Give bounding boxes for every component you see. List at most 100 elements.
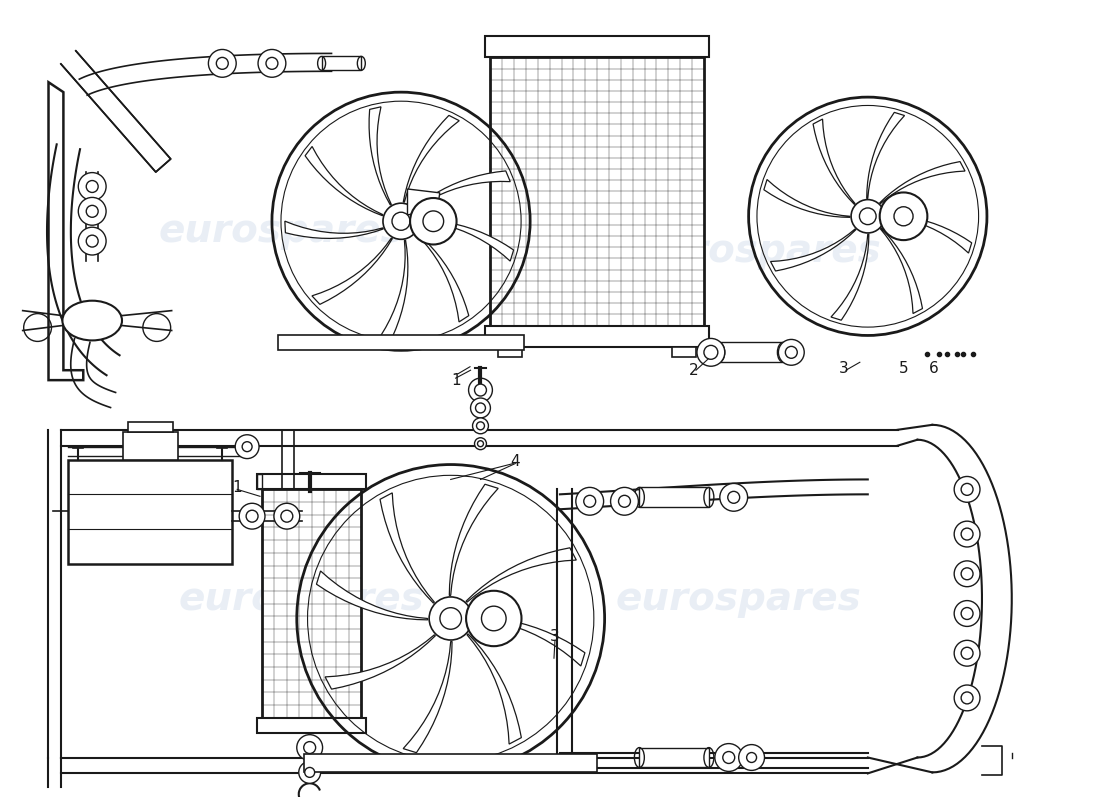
Bar [262,490,361,718]
Bar [498,347,522,358]
Circle shape [697,338,725,366]
Polygon shape [474,617,585,666]
Circle shape [961,647,974,659]
Circle shape [392,212,410,230]
Circle shape [410,198,456,245]
Circle shape [584,495,596,507]
Polygon shape [420,220,514,261]
Circle shape [961,607,974,619]
Circle shape [471,398,491,418]
Polygon shape [867,112,904,198]
Bar [305,754,597,772]
Text: 3: 3 [550,629,560,644]
Ellipse shape [63,301,122,341]
Text: 1: 1 [232,480,242,495]
Text: eurospares: eurospares [636,232,881,270]
Circle shape [473,418,488,434]
Circle shape [610,487,638,515]
Bar [639,747,708,767]
Circle shape [859,208,876,225]
Circle shape [723,751,735,763]
Bar [485,326,708,347]
Polygon shape [404,115,459,202]
Circle shape [239,503,265,529]
Polygon shape [449,484,498,595]
Circle shape [242,442,252,452]
Circle shape [954,521,980,547]
Text: 1: 1 [451,373,461,388]
Polygon shape [830,234,869,320]
Circle shape [305,767,315,778]
Circle shape [299,762,320,783]
Polygon shape [305,146,383,216]
Bar [639,487,708,507]
Polygon shape [466,548,576,602]
Bar [321,57,361,70]
Bar [257,474,262,490]
Bar [123,432,177,459]
Circle shape [304,742,316,754]
Circle shape [715,743,742,771]
Text: eurospares: eurospares [179,580,425,618]
Circle shape [86,181,98,193]
Circle shape [258,50,286,78]
Polygon shape [326,634,436,689]
Polygon shape [886,215,971,253]
Circle shape [474,384,486,396]
Polygon shape [763,179,850,218]
Circle shape [477,441,484,446]
Bar [278,335,524,350]
Text: 4: 4 [510,454,520,469]
Circle shape [440,608,462,630]
Text: 2: 2 [690,362,698,378]
Circle shape [235,434,258,458]
Circle shape [78,173,106,200]
Bar [672,347,696,358]
Circle shape [280,510,293,522]
Circle shape [429,597,472,640]
Circle shape [208,50,236,78]
Circle shape [961,568,974,580]
Circle shape [747,753,757,762]
Circle shape [739,745,764,770]
Circle shape [880,193,927,240]
Bar [68,459,232,564]
Polygon shape [381,240,408,337]
Circle shape [785,346,798,358]
Circle shape [779,339,804,366]
Circle shape [78,198,106,226]
Bar [128,422,173,432]
Circle shape [954,640,980,666]
Circle shape [575,487,604,515]
Circle shape [78,227,106,255]
Polygon shape [407,189,440,214]
Circle shape [383,203,419,239]
Polygon shape [370,107,392,205]
Circle shape [297,734,322,761]
Circle shape [469,378,493,402]
Circle shape [475,403,485,413]
Circle shape [851,200,884,233]
Circle shape [246,510,258,522]
Circle shape [704,346,718,359]
Circle shape [961,528,974,540]
Polygon shape [813,119,855,205]
Circle shape [618,495,630,507]
Circle shape [266,58,278,70]
Polygon shape [285,221,383,238]
Text: 6: 6 [928,361,938,376]
Polygon shape [880,162,965,204]
Circle shape [719,483,748,511]
Circle shape [728,491,739,503]
Polygon shape [379,493,434,603]
Circle shape [86,235,98,247]
Bar [718,342,783,362]
Circle shape [476,422,484,430]
Bar [491,58,704,326]
Polygon shape [317,571,428,620]
Text: 5: 5 [899,361,909,376]
Bar [485,35,708,58]
Circle shape [894,206,913,226]
Circle shape [424,211,443,231]
Text: eurospares: eurospares [616,580,861,618]
